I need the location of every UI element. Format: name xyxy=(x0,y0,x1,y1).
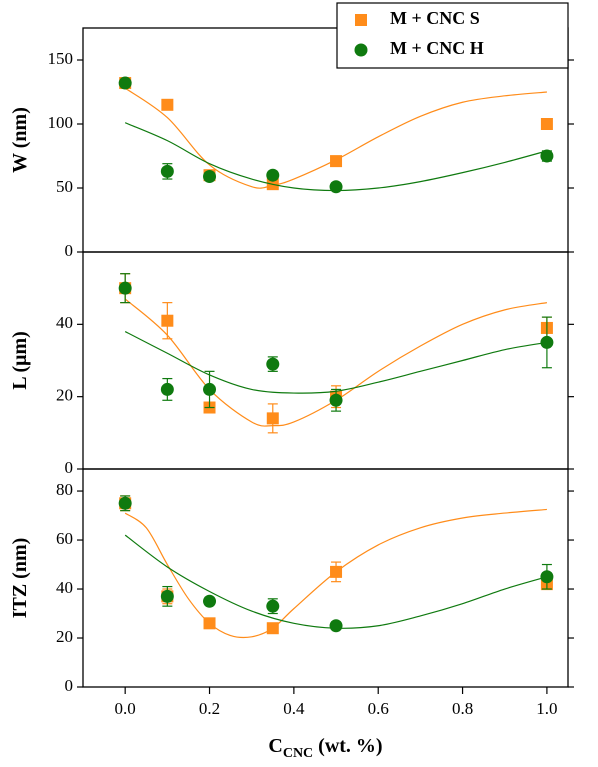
marker xyxy=(160,589,174,603)
plot-frame xyxy=(82,251,569,470)
y-tick-label: 80 xyxy=(56,480,73,499)
y-tick-label: 50 xyxy=(56,177,73,196)
y-tick-label: 60 xyxy=(56,529,73,548)
y-tick-label: 0 xyxy=(65,241,74,260)
x-tick-label: 0.0 xyxy=(115,699,136,718)
marker xyxy=(540,335,554,349)
y-axis-label: ITZ (nm) xyxy=(9,538,31,619)
marker xyxy=(330,155,343,168)
x-tick-label: 0.4 xyxy=(283,699,305,718)
legend-box xyxy=(336,2,569,69)
y-tick-label: 20 xyxy=(56,386,73,405)
y-axis-label: W (nm) xyxy=(9,107,31,173)
legend-label: M + CNC H xyxy=(390,38,484,58)
marker xyxy=(329,180,343,194)
x-tick-label: 0.8 xyxy=(452,699,473,718)
marker xyxy=(118,281,132,295)
marker xyxy=(330,565,343,578)
marker xyxy=(540,570,554,584)
marker xyxy=(160,382,174,396)
x-axis-label: CCNC (wt. %) xyxy=(268,735,382,761)
fit-curve xyxy=(124,298,548,427)
x-label-main: C xyxy=(268,735,282,757)
marker xyxy=(118,496,132,510)
marker xyxy=(266,357,280,371)
y-tick-label: 100 xyxy=(48,113,74,132)
marker xyxy=(203,594,217,608)
legend-label: M + CNC S xyxy=(390,8,480,28)
y-tick-label: 20 xyxy=(56,627,73,646)
y-tick-label: 0 xyxy=(65,458,74,477)
marker xyxy=(266,622,279,635)
x-tick-label: 0.6 xyxy=(368,699,389,718)
marker xyxy=(160,164,174,178)
y-tick-label: 40 xyxy=(56,313,73,332)
x-label-sub: CNC xyxy=(283,746,313,761)
marker xyxy=(203,382,217,396)
plot-frame xyxy=(82,468,569,688)
marker xyxy=(540,149,554,163)
x-tick-label: 0.2 xyxy=(199,699,220,718)
x-label-rest: (wt. %) xyxy=(313,735,382,757)
marker xyxy=(266,412,279,425)
x-tick-label: 1.0 xyxy=(536,699,557,718)
marker xyxy=(203,617,216,630)
marker xyxy=(266,599,280,613)
y-tick-label: 40 xyxy=(56,578,73,597)
marker xyxy=(161,98,174,111)
marker xyxy=(161,314,174,327)
marker xyxy=(329,619,343,633)
y-tick-label: 150 xyxy=(48,49,74,68)
marker xyxy=(266,168,280,182)
marker xyxy=(203,169,217,183)
legend-marker xyxy=(354,43,368,57)
marker xyxy=(329,393,343,407)
y-axis-label: L (μm) xyxy=(9,331,31,390)
y-tick-label: 0 xyxy=(65,676,74,695)
marker xyxy=(540,118,553,130)
marker xyxy=(118,76,132,90)
fit-curve xyxy=(124,87,547,189)
legend-marker xyxy=(355,14,367,26)
